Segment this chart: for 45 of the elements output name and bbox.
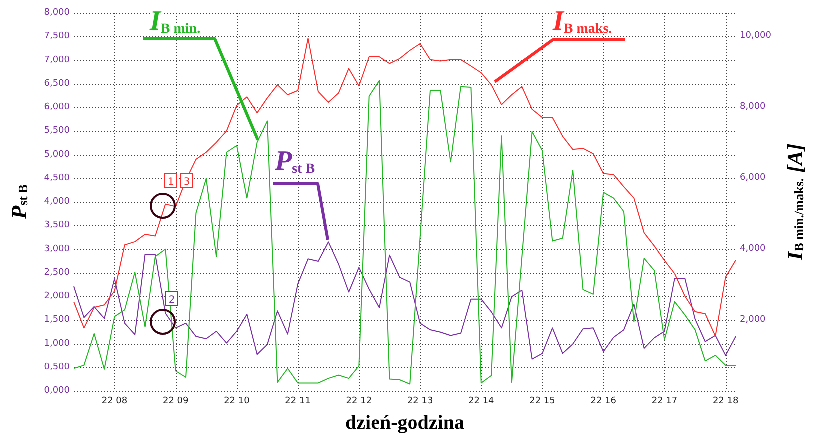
x-tick-label: 22 11	[285, 396, 311, 406]
y-tick-label: 3,500	[44, 220, 70, 231]
x-tick-label: 22 18	[712, 396, 739, 406]
y-tick-label: 6,500	[44, 78, 70, 89]
y-tick-label: 5,000	[44, 150, 70, 160]
x-tick-label: 22 16	[590, 396, 617, 406]
x-tick-label: 22 08	[102, 396, 128, 406]
x-tick-label: 22 15	[530, 396, 556, 406]
y2-tick-label: 8,000	[740, 102, 766, 112]
text: I$_{B maks.}$	[552, 6, 612, 37]
y-tick-label: 1,000	[44, 338, 70, 349]
y-tick-label: 0,500	[44, 362, 70, 372]
x-axis-title: dzień-godzina	[346, 412, 464, 434]
y-tick-label: 5,500	[44, 126, 70, 136]
y-tick-label: 7,500	[44, 32, 70, 42]
y-tick-label: 7,000	[44, 55, 70, 66]
y-tick-label: 3,000	[44, 244, 70, 254]
y-axis-title: Pst B	[6, 184, 32, 220]
y-tick-label: 6,000	[44, 102, 70, 112]
x-tick-label: 22 17	[652, 396, 678, 406]
annotation: 1	[168, 177, 174, 188]
y-tick-label: 1,500	[44, 315, 70, 326]
y2-axis-title: IB min./maks. [A]	[782, 144, 808, 262]
x-tick-label: 22 09	[162, 396, 189, 406]
y-tick-label: 2,500	[44, 268, 70, 278]
annotation: 2	[168, 295, 176, 306]
y-tick-label: 8,000	[44, 8, 70, 18]
y2-tick-label: 2,000	[740, 315, 766, 326]
x-tick-label: 22 14	[468, 396, 495, 406]
y2-tick-label: 10,000	[740, 31, 772, 42]
y-tick-label: 4,000	[44, 197, 70, 207]
y2-tick-label: 6,000	[740, 173, 766, 184]
text: I$_{B min.}$	[149, 6, 201, 37]
line-series	[74, 242, 736, 360]
x-tick-label: 22 13	[407, 396, 434, 406]
line-series	[74, 38, 736, 337]
y2-tick-label: 4,000	[740, 244, 766, 254]
y-tick-label: 0,000	[44, 386, 70, 396]
line-series	[74, 80, 736, 385]
annotation: 3	[184, 177, 190, 188]
text: P$_{st B}$	[274, 146, 316, 177]
x-tick-label: 22 12	[346, 396, 372, 406]
y-tick-label: 4,500	[44, 173, 70, 184]
x-tick-label: 22 10	[224, 396, 250, 406]
y-tick-label: 2,000	[44, 292, 70, 302]
